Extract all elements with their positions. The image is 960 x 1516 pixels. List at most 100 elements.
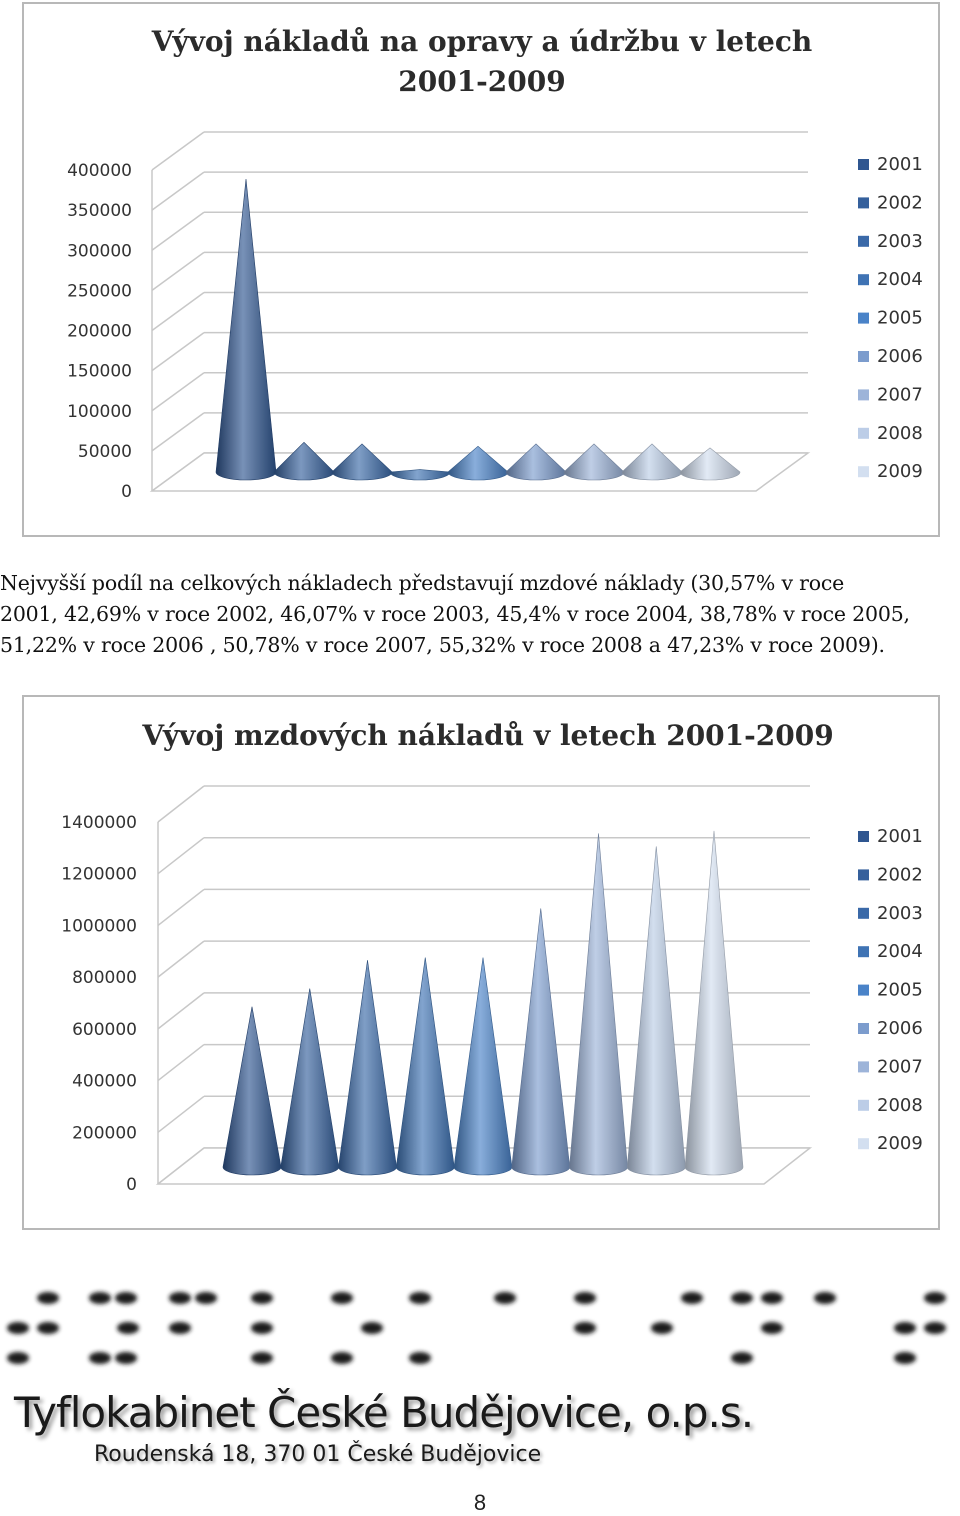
braille-dot (37, 1292, 59, 1304)
gridline-depth (151, 412, 205, 452)
braille-logo-dots (7, 1292, 946, 1364)
gridline-depth (151, 171, 205, 211)
legend-swatch (858, 312, 869, 324)
braille-dot (651, 1322, 673, 1334)
braille-dot (251, 1292, 273, 1304)
cone-bar-2005 (453, 957, 513, 1176)
legend-label: 2003 (877, 903, 923, 924)
braille-dot (115, 1352, 137, 1364)
gridline-depth (151, 372, 205, 412)
legend-swatch (858, 1023, 869, 1034)
cone-bar-2002 (280, 988, 340, 1176)
legend-label: 2004 (877, 269, 923, 290)
gridline-depth (157, 837, 205, 875)
braille-dot (251, 1352, 273, 1364)
y-tick-label: 0 (121, 482, 132, 502)
y-tick-label: 400000 (67, 161, 132, 181)
legend-swatch (858, 869, 869, 881)
legend-swatch (858, 389, 869, 401)
legend-swatch (858, 235, 869, 247)
legend-label: 2007 (877, 384, 923, 405)
chart-title-line: Vývoj mzdových nákladů v letech 2001-200… (141, 719, 833, 752)
gridline-depth (151, 332, 205, 372)
legend-label: 2003 (877, 231, 923, 252)
cone-bar-2006 (511, 908, 571, 1176)
wage-cost-chart: Vývoj mzdových nákladů v letech 2001-200… (22, 695, 940, 1230)
cone-bar-2009 (684, 830, 744, 1176)
paragraph-line-1: Nejvyšší podíl na celkových nákladech př… (0, 571, 845, 595)
maintenance-cost-chart: Vývoj nákladů na opravy a údržbu v letec… (22, 2, 940, 537)
legend-label: 2002 (877, 192, 923, 213)
braille-dot (117, 1322, 139, 1334)
legend-label: 2007 (877, 1056, 923, 1077)
y-tick-label: 800000 (72, 968, 137, 988)
organization-address: Roudenská 18, 370 01 České Budějovice (94, 1442, 542, 1467)
braille-dot (409, 1352, 431, 1364)
paragraph: Nejvyšší podíl na celkových nákladech př… (0, 568, 958, 661)
braille-dot (894, 1352, 916, 1364)
y-tick-label: 250000 (67, 281, 132, 301)
y-tick-label: 0 (126, 1175, 137, 1195)
legend-swatch (858, 351, 869, 362)
legend-label: 2002 (877, 864, 923, 885)
gridline-depth (157, 785, 205, 823)
paragraph-line-2: 2001, 42,69% v roce 2002, 46,07% v roce … (0, 602, 910, 626)
legend-swatch (858, 466, 869, 478)
chart-title-line: Vývoj nákladů na opravy a údržbu v letec… (151, 25, 813, 58)
braille-dot (7, 1322, 29, 1334)
gridline-depth (157, 1095, 205, 1133)
braille-dot (331, 1352, 353, 1364)
chart-title-line: 2001-2009 (398, 65, 565, 98)
gridline-depth (157, 1043, 205, 1082)
braille-dot (731, 1352, 753, 1364)
braille-dot (761, 1322, 783, 1334)
cone-bar-2004 (395, 957, 455, 1176)
legend-label: 2006 (877, 346, 923, 367)
braille-dot (251, 1322, 273, 1334)
braille-dot (195, 1292, 217, 1304)
y-tick-label: 1200000 (61, 865, 137, 885)
braille-dot (494, 1292, 516, 1304)
legend-swatch (858, 946, 869, 958)
y-tick-label: 200000 (67, 322, 132, 342)
braille-dot (409, 1292, 431, 1304)
y-tick-label: 350000 (67, 201, 132, 221)
cone-bar-2007 (569, 833, 628, 1176)
paragraph-line-3: 51,22% v roce 2006 , 50,78% v roce 2007,… (0, 633, 885, 657)
legend-label: 2001 (877, 826, 923, 847)
gridline-depth (157, 940, 205, 978)
y-tick-label: 150000 (67, 362, 132, 382)
y-tick-label: 1000000 (61, 916, 137, 936)
gridline-depth (157, 888, 205, 927)
braille-dot (681, 1292, 703, 1304)
wage-chart-svg: Vývoj mzdových nákladů v letech 2001-200… (61, 719, 923, 1195)
y-tick-label: 50000 (78, 442, 132, 462)
legend-swatch (858, 1099, 869, 1111)
maintenance-chart-svg: Vývoj nákladů na opravy a údržbu v letec… (67, 25, 923, 502)
y-tick-label: 1400000 (61, 813, 137, 833)
braille-dot (814, 1292, 836, 1304)
legend-swatch (858, 1138, 869, 1150)
gridline-depth (151, 251, 205, 291)
gridline-depth (157, 992, 205, 1030)
y-tick-label: 300000 (67, 241, 132, 261)
braille-dot (89, 1292, 111, 1304)
gridline-depth (151, 131, 205, 171)
legend-label: 2005 (877, 980, 923, 1001)
legend-swatch (858, 831, 869, 842)
gridline-depth (151, 291, 205, 332)
y-tick-label: 200000 (72, 1123, 137, 1143)
braille-dot (894, 1322, 916, 1334)
cone-bar-2001 (222, 1006, 282, 1176)
y-tick-label: 100000 (67, 402, 132, 422)
legend-label: 2001 (877, 154, 923, 175)
legend-swatch (858, 197, 869, 209)
braille-dot (361, 1322, 383, 1334)
legend-swatch (858, 1061, 869, 1073)
y-tick-label: 400000 (72, 1072, 137, 1092)
legend-swatch (858, 984, 869, 996)
legend-label: 2009 (877, 461, 923, 482)
cone-bar-2008 (626, 846, 686, 1176)
cone-bar-2003 (338, 960, 397, 1176)
legend-label: 2004 (877, 941, 923, 962)
